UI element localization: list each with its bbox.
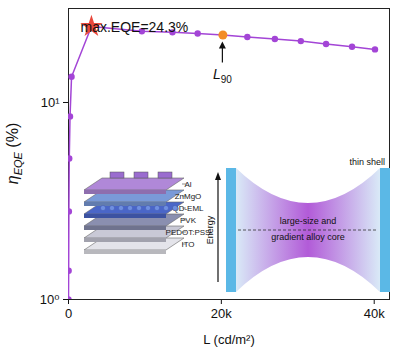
svg-text:large-size and: large-size and (280, 216, 337, 226)
svg-text:Energy: Energy (205, 215, 215, 244)
svg-text:Al: Al (184, 180, 191, 189)
svg-text:max.EQE=24.3%: max.EQE=24.3% (81, 19, 189, 35)
svg-text:10¹: 10¹ (41, 95, 60, 110)
svg-text:ZnMgO: ZnMgO (175, 192, 202, 201)
svg-text:gradient alloy core: gradient alloy core (271, 232, 345, 242)
svg-text:ηEQE (%): ηEQE (%) (4, 123, 24, 184)
svg-text:10⁰: 10⁰ (40, 292, 60, 307)
svg-text:thin shell: thin shell (349, 157, 385, 167)
svg-text:L (cd/m²): L (cd/m²) (203, 332, 255, 347)
svg-text:PEDOT:PSS: PEDOT:PSS (166, 228, 211, 237)
svg-text:0: 0 (65, 306, 72, 321)
svg-text:QD-EML: QD-EML (172, 204, 204, 213)
svg-text:20k: 20k (211, 306, 232, 321)
svg-text:ITO: ITO (181, 240, 194, 249)
svg-text:L90: L90 (213, 66, 232, 85)
svg-text:40k: 40k (364, 306, 385, 321)
svg-text:PVK: PVK (180, 216, 197, 225)
